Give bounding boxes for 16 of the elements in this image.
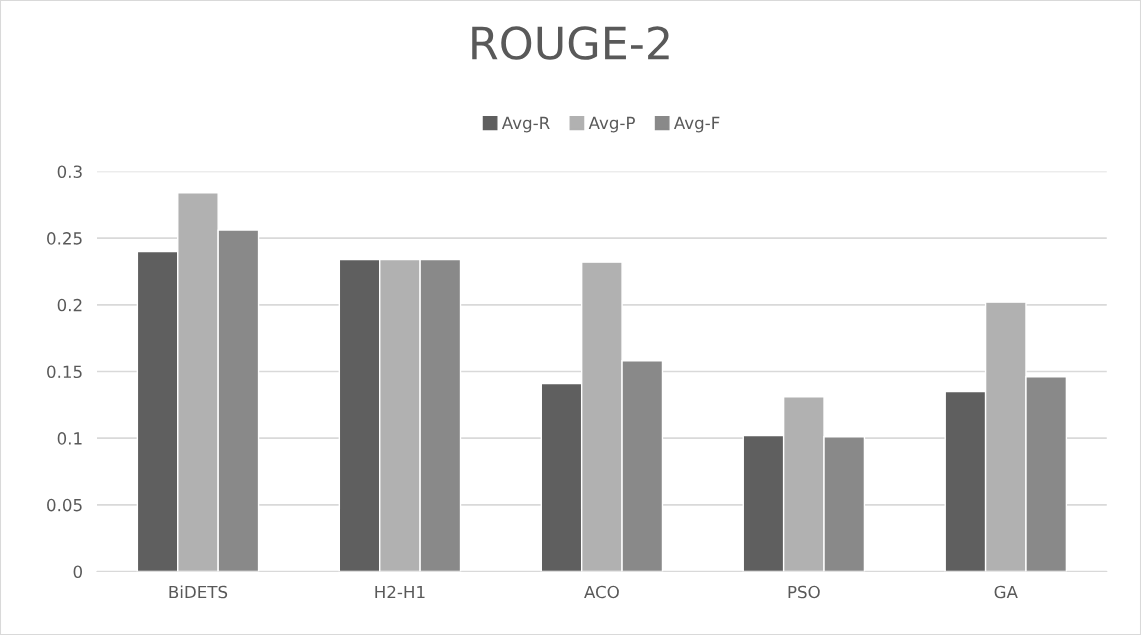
y-tick-label: 0.2	[57, 298, 82, 312]
x-tick-label: ACO	[584, 585, 619, 599]
x-tick-label: GA	[994, 585, 1018, 599]
chart-title: ROUGE-2	[472, 26, 669, 60]
legend-label: Avg-F	[673, 116, 720, 133]
legend-label: Avg-P	[588, 116, 635, 133]
y-tick-label: 0.15	[47, 365, 82, 379]
y-tick-label: 0.25	[47, 232, 82, 245]
x-tick-label: PSO	[788, 585, 820, 599]
x-tick-label: H2-H1	[375, 585, 425, 599]
y-tick-label: 0.3	[57, 165, 82, 179]
legend-label: Avg-R	[501, 116, 550, 133]
y-tick-label: 0	[73, 565, 82, 579]
y-tick-label: 0.05	[47, 498, 82, 512]
x-tick-label: BiDETS	[169, 585, 228, 599]
y-tick-label: 0.1	[57, 432, 82, 445]
